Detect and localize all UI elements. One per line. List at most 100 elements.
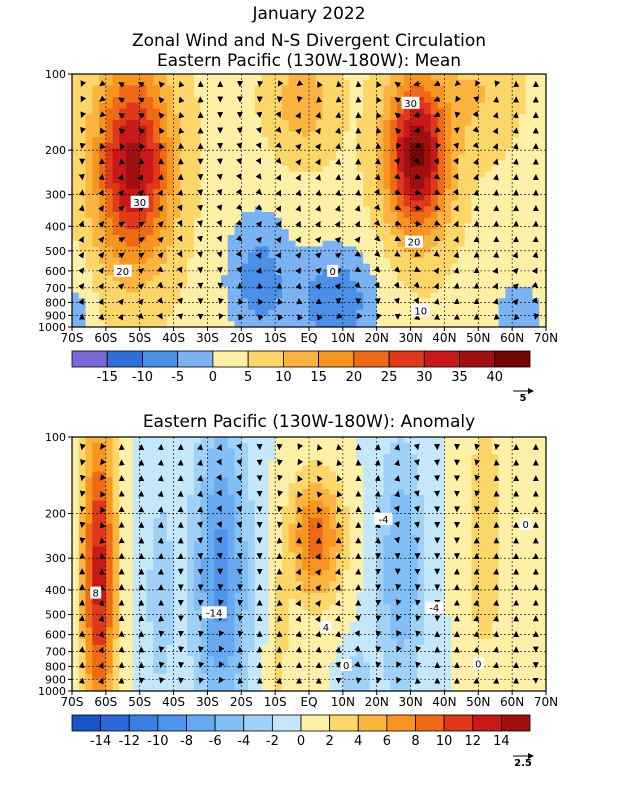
field-cell	[139, 292, 148, 299]
field-cell	[315, 97, 324, 104]
field-cell	[78, 587, 87, 594]
field-cell	[119, 137, 127, 144]
field-cell	[248, 667, 256, 675]
field-cell	[180, 615, 188, 623]
field-cell	[214, 258, 222, 265]
field-cell	[383, 217, 391, 225]
field-cell	[153, 309, 161, 317]
field-cell	[302, 114, 310, 121]
field-cell	[512, 74, 520, 81]
field-cell	[254, 477, 263, 484]
field-cell	[457, 166, 466, 173]
field-cell	[72, 258, 80, 265]
wind-vector	[275, 236, 282, 244]
field-cell	[451, 131, 459, 138]
field-cell	[153, 206, 161, 213]
field-cell	[207, 235, 215, 242]
field-cell	[390, 275, 398, 282]
field-cell	[85, 177, 93, 184]
field-cell	[227, 540, 236, 548]
field-cell	[248, 281, 256, 288]
contour-label-box	[401, 96, 420, 109]
field-cell	[410, 252, 418, 259]
field-cell	[295, 148, 303, 156]
field-cell	[139, 148, 148, 156]
field-cell	[268, 517, 276, 525]
field-cell	[539, 166, 547, 173]
field-cell	[187, 102, 195, 110]
field-cell	[518, 223, 527, 230]
field-cell	[356, 102, 364, 110]
field-cell	[105, 315, 114, 322]
field-cell	[268, 581, 276, 588]
wind-vector	[118, 237, 126, 243]
field-cell	[498, 223, 506, 230]
field-cell	[444, 194, 452, 202]
field-cell	[214, 633, 222, 640]
field-cell	[254, 615, 263, 623]
field-cell	[491, 125, 500, 133]
wind-vector	[178, 96, 185, 104]
field-cell	[261, 488, 269, 496]
field-cell	[485, 258, 493, 265]
field-cell	[160, 650, 168, 657]
field-cell	[92, 639, 100, 646]
field-cell	[261, 240, 269, 248]
field-cell	[207, 662, 215, 669]
field-cell	[193, 143, 202, 150]
field-cell	[430, 309, 439, 317]
field-cell	[478, 275, 486, 282]
field-cell	[132, 598, 141, 606]
field-cell	[220, 304, 229, 311]
field-cell	[281, 581, 290, 588]
field-cell	[220, 667, 229, 675]
field-cell	[105, 558, 114, 565]
field-cell	[403, 114, 412, 121]
field-cell	[180, 437, 188, 444]
field-cell	[485, 304, 493, 311]
field-cell	[220, 298, 229, 305]
field-cell	[471, 200, 479, 207]
field-cell	[139, 154, 148, 161]
field-cell	[112, 148, 120, 156]
field-cell	[471, 143, 479, 150]
field-cell	[471, 125, 479, 133]
field-cell	[254, 673, 263, 681]
field-cell	[153, 540, 161, 548]
field-cell	[160, 546, 168, 554]
field-cell	[85, 500, 93, 507]
field-cell	[363, 217, 371, 225]
wind-vector	[335, 143, 341, 150]
field-cell	[241, 552, 249, 559]
field-cell	[187, 263, 195, 271]
field-cell	[451, 304, 459, 311]
field-cell	[166, 477, 175, 484]
field-cell	[363, 281, 371, 288]
field-cell	[227, 644, 236, 652]
field-cell	[153, 633, 161, 640]
field-cell	[430, 183, 439, 190]
field-cell	[234, 154, 242, 161]
field-cell	[193, 194, 202, 202]
field-cell	[187, 309, 195, 317]
field-cell	[139, 454, 148, 461]
wind-vector	[453, 142, 459, 150]
field-cell	[193, 633, 202, 640]
field-cell	[336, 148, 344, 156]
field-cell	[160, 74, 168, 81]
field-cell	[78, 494, 87, 502]
field-cell	[99, 154, 107, 161]
field-cell	[166, 442, 175, 450]
field-cell	[281, 540, 290, 548]
field-cell	[518, 286, 527, 294]
field-cell	[248, 269, 256, 276]
field-cell	[525, 298, 534, 305]
field-cell	[485, 281, 493, 288]
field-cell	[512, 85, 520, 92]
field-cell	[288, 304, 297, 311]
field-cell	[92, 454, 100, 461]
field-cell	[525, 102, 534, 110]
field-cell	[85, 569, 93, 577]
field-cell	[187, 506, 195, 513]
field-cell	[241, 558, 249, 565]
